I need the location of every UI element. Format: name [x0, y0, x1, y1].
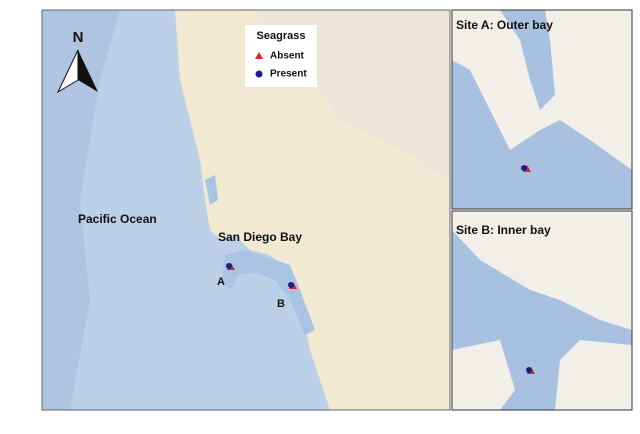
- bay-label: San Diego Bay: [218, 230, 302, 244]
- site-label: A: [217, 276, 225, 288]
- north-arrow: [78, 50, 98, 92]
- legend-symbol: [255, 70, 263, 78]
- present-marker: [521, 165, 527, 171]
- site-label: B: [277, 298, 285, 310]
- present-marker: [226, 263, 232, 269]
- legend-entry: Present: [270, 69, 307, 80]
- inset-title: Site B: Inner bay: [456, 223, 551, 237]
- legend-symbol: [255, 52, 263, 59]
- main-frame: [41, 9, 451, 411]
- inset-b-map: [452, 211, 632, 410]
- north-arrow: [56, 49, 79, 94]
- inset-b-frame: [451, 210, 633, 411]
- legend-entry: Absent: [270, 51, 305, 62]
- legend-title: Seagrass: [257, 30, 306, 42]
- inset-a-frame: [451, 9, 633, 210]
- ocean-label: Pacific Ocean: [78, 212, 157, 226]
- present-marker: [526, 367, 532, 373]
- inset-a-map: [452, 10, 632, 209]
- north-label: N: [73, 29, 84, 46]
- present-marker: [288, 282, 294, 288]
- site-markers: [226, 165, 535, 374]
- inset-title: Site A: Outer bay: [456, 18, 553, 32]
